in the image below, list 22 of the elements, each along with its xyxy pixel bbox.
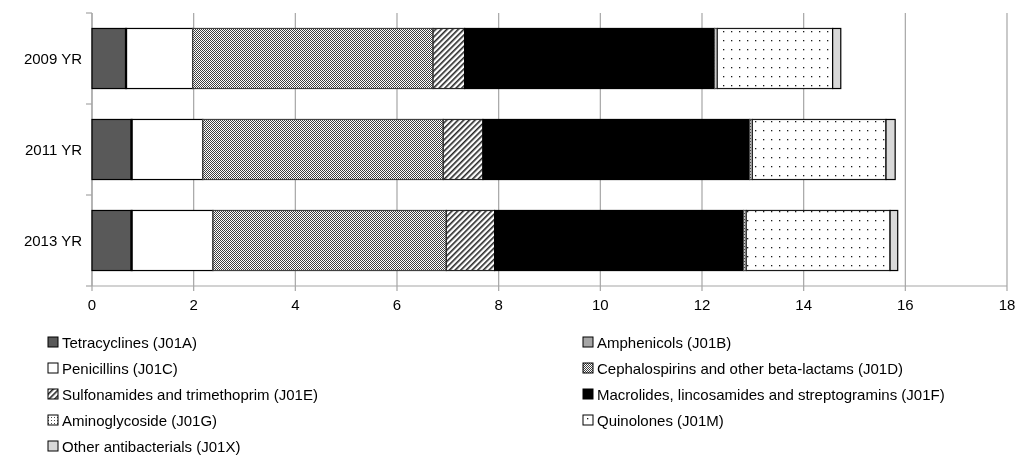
legend-label: Macrolides, lincosamides and streptogramins (J01F) [597,386,945,403]
x-tick-label: 18 [998,296,1016,313]
x-tick-label: 8 [494,296,503,313]
x-tick-label: 6 [392,296,402,313]
x-tick-label: 2 [189,296,198,313]
x-tick-label: 12 [693,296,711,313]
x-tick-label: 16 [896,296,914,313]
y-tick-label: 2009 YR [23,49,83,67]
legend-label: Quinolones (J01M) [597,412,724,429]
legend-label: Sulfonamides and trimethoprim (J01E) [62,386,318,403]
x-tick-label: 4 [291,296,300,313]
legend-label: Other antibacterials (J01X) [62,438,241,455]
legend-label: Penicillins (J01C) [62,360,178,377]
y-tick-label: 2013 YR [23,231,83,249]
legend-label: Cephalospirins and other beta-lactams (J01D) [597,360,903,377]
legend-label: Aminoglycoside (J01G) [62,412,218,429]
x-tick-label: 0 [87,296,97,313]
legend-label: Amphenicols (J01B) [597,334,732,351]
x-tick-label: 10 [591,296,609,313]
x-tick-label: 14 [795,296,813,313]
legend-label: Tetracyclines (J01A) [62,334,198,351]
y-tick-label: 2011 YR [25,140,83,158]
